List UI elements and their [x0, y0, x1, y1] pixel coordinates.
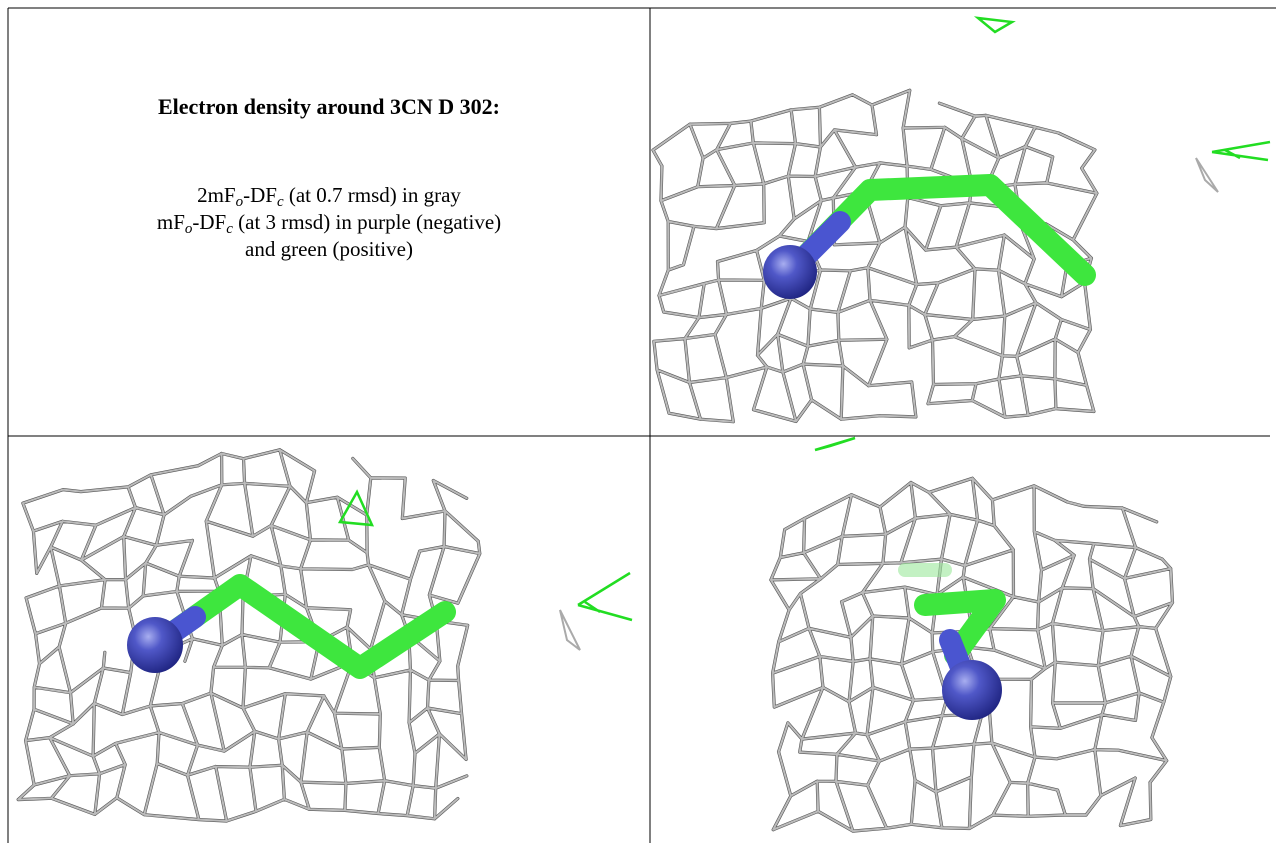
caption-line: and green (positive) — [9, 236, 649, 263]
text-run: (at 3 rmsd) in purple (negative) — [232, 210, 502, 234]
ligand-models — [127, 174, 1096, 720]
subscript: c — [276, 194, 284, 210]
panel-grid — [7, 7, 1276, 843]
density-mesh — [17, 448, 481, 822]
caption-line: 2mFo-DFc (at 0.7 rmsd) in gray — [9, 182, 649, 210]
subscript: c — [226, 221, 233, 237]
subscript: o — [184, 221, 193, 237]
text-run: -DF — [243, 183, 277, 207]
text-run: mF — [156, 210, 185, 234]
caption-line: mFo-DFc (at 3 rmsd) in purple (negative) — [9, 209, 649, 237]
caption: Electron density around 3CN D 302: 2mFo-… — [9, 9, 649, 435]
text-run: -DF — [192, 210, 227, 234]
subscript: o — [235, 194, 244, 210]
text-run: 2mF — [197, 183, 236, 207]
text-run: (at 0.7 rmsd) in gray — [283, 183, 461, 207]
caption-title: Electron density around 3CN D 302: — [157, 94, 501, 119]
caption-lines: 2mFo-DFc (at 0.7 rmsd) in gray mFo-DFc (a… — [9, 182, 649, 263]
text-run: and green (positive) — [245, 237, 413, 261]
difference-density — [337, 16, 1271, 651]
